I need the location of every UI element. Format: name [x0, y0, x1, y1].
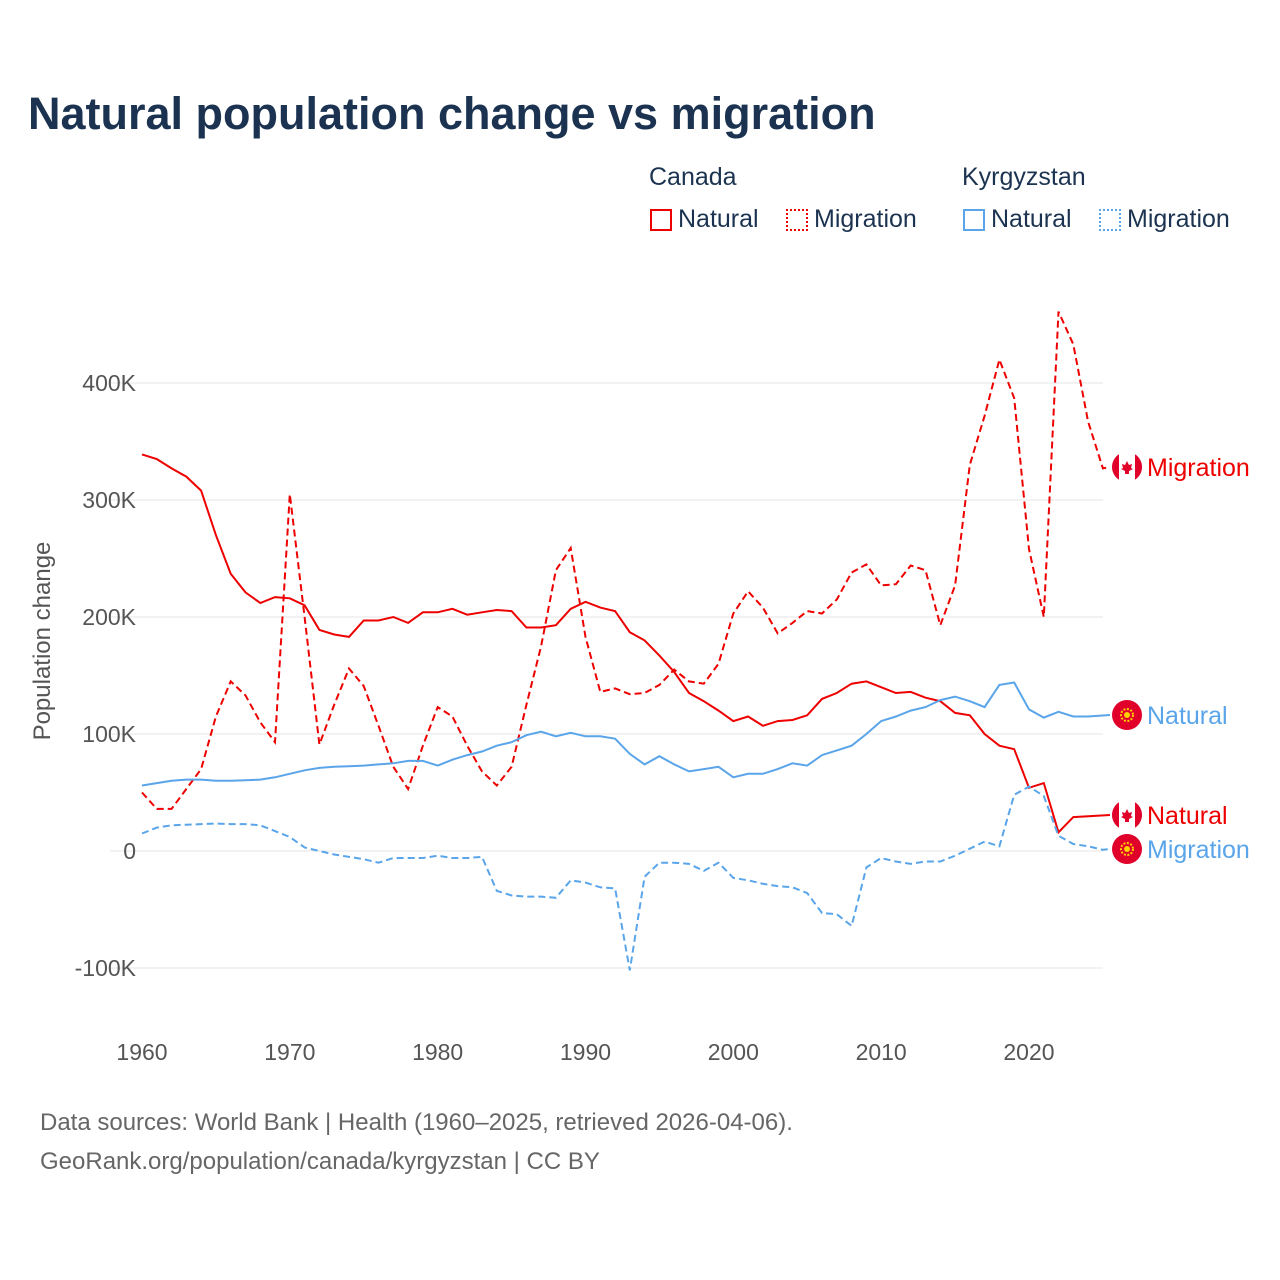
sun-core	[1124, 846, 1130, 852]
series-line-canada-natural	[141, 453, 1111, 835]
series-line-kyrgyzstan-natural	[141, 681, 1111, 787]
x-tick-label: 1960	[116, 1039, 167, 1065]
legend-swatch-dotted	[1099, 208, 1121, 231]
kyrgyzstan-flag-icon	[1112, 834, 1142, 864]
legend-swatch-dotted	[786, 208, 808, 231]
kyrgyzstan-flag-icon	[1112, 700, 1142, 730]
flag-band	[1112, 454, 1119, 480]
canada-flag-icon	[1112, 452, 1142, 482]
x-tick-label: 2020	[1003, 1039, 1054, 1065]
x-tick-label: 1990	[560, 1039, 611, 1065]
series-end-label: Migration	[1147, 454, 1250, 482]
y-tick-label: 0	[123, 838, 136, 864]
legend-canada-natural[interactable]: Natural	[650, 205, 759, 234]
legend-label: Migration	[1127, 205, 1230, 233]
legend-canada-heading: Canada	[649, 163, 737, 191]
sun-core	[1124, 712, 1130, 718]
legend-swatch-solid	[650, 208, 672, 231]
source-line-1: Data sources: World Bank | Health (1960–…	[40, 1109, 793, 1136]
legend-label: Migration	[814, 205, 917, 233]
y-axis-label: Population change	[29, 542, 56, 741]
x-tick-label: 1970	[264, 1039, 315, 1065]
maple-leaf-icon	[1121, 461, 1133, 474]
flag-band	[1112, 802, 1119, 828]
y-tick-label: 300K	[82, 487, 136, 513]
maple-leaf-icon	[1121, 809, 1133, 822]
y-tick-label: 200K	[82, 604, 136, 630]
y-tick-label: 400K	[82, 370, 136, 396]
series-end-label: Natural	[1147, 802, 1228, 830]
flag-band	[1135, 802, 1142, 828]
sun-icon	[1120, 842, 1134, 856]
y-tick-label: -100K	[75, 955, 137, 981]
x-tick-label: 1980	[412, 1039, 463, 1065]
legend-label: Natural	[991, 205, 1072, 233]
x-tick-label: 2000	[708, 1039, 759, 1065]
y-tick-label: 100K	[82, 721, 136, 747]
legend-label: Natural	[678, 205, 759, 233]
legend-canada-migration[interactable]: Migration	[786, 205, 917, 234]
canada-flag-icon	[1112, 800, 1142, 830]
source-line-2: GeoRank.org/population/canada/kyrgyzstan…	[40, 1148, 600, 1175]
chart-title: Natural population change vs migration	[28, 88, 876, 139]
series-end-label: Natural	[1147, 702, 1228, 730]
flag-band	[1135, 454, 1142, 480]
legend-kyrgyzstan-heading: Kyrgyzstan	[962, 163, 1086, 191]
legend-swatch-solid	[963, 208, 985, 231]
sun-icon	[1120, 708, 1134, 722]
x-tick-label: 2010	[856, 1039, 907, 1065]
legend-kyrgyzstan-migration[interactable]: Migration	[1099, 205, 1230, 234]
series-line-canada-migration	[141, 311, 1111, 810]
series-end-label: Migration	[1147, 836, 1250, 864]
series-line-kyrgyzstan-migration	[141, 785, 1111, 971]
legend-kyrgyzstan-natural[interactable]: Natural	[963, 205, 1072, 234]
